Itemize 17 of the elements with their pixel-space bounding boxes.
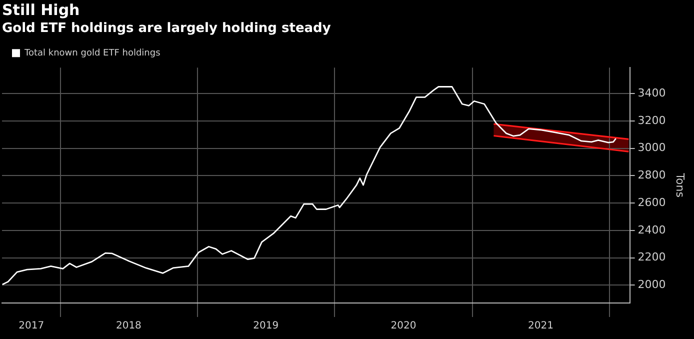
y-axis-title: Tons [674, 172, 687, 198]
y-tick-label: 2000 [638, 278, 666, 292]
x-tick-label: 2021 [528, 320, 554, 332]
y-tick-label: 2600 [638, 196, 666, 209]
y-tick-label: 3400 [638, 86, 666, 100]
x-tick-label: 2019 [253, 320, 279, 332]
chart-title: Still High [2, 0, 80, 19]
y-tick-label: 2400 [638, 223, 666, 236]
y-tick-label: 2200 [638, 250, 666, 264]
x-tick-label: 2020 [390, 320, 416, 332]
chart-subtitle: Gold ETF holdings are largely holding steady [2, 21, 332, 36]
y-tick-label: 3200 [638, 114, 666, 127]
x-tick-label: 2017 [18, 320, 44, 332]
legend-label: Total known gold ETF holdings [24, 48, 161, 58]
x-tick-label: 2018 [116, 320, 142, 332]
y-tick-label: 2800 [638, 168, 666, 182]
y-tick-label: 3000 [638, 141, 666, 154]
